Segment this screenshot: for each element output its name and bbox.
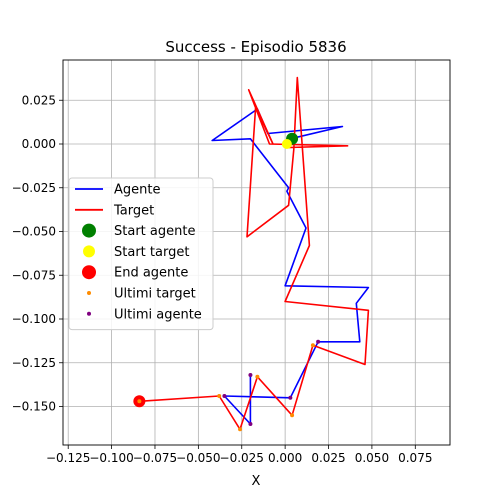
point-ultimi-target [238,427,243,432]
legend-swatch-ultimi-agente [87,311,91,316]
point-ultimi-agente [222,394,227,398]
point-ultimi-target [310,343,315,348]
legend-label-end-agente: End agente [114,266,188,281]
y-tick-label: −0.100 [12,312,56,326]
x-tick-label: 0.025 [311,451,345,465]
legend-label-start-target: Start target [114,245,189,260]
point-ultimi-agente [248,373,253,377]
chart-title: Success - Episodio 5836 [165,38,346,56]
legend-swatch-start-agente [82,223,96,238]
legend-box [68,177,214,331]
series-layer [133,76,370,432]
x-tick-label: 0.050 [355,451,389,465]
series-line-target [139,76,370,431]
x-tick-label: −0.100 [89,451,133,465]
point-ultimi-target [290,413,295,418]
y-tick-label: −0.150 [12,400,56,414]
plot-frame [62,59,451,446]
point-ultimi-agente [288,395,293,400]
legend: Agente Target Start agente Start target End … [68,177,214,331]
legend-swatch-end-agente [82,265,96,280]
legend-swatch-ultimi-target [87,291,91,295]
x-tick-label: 0.075 [398,451,432,465]
point-ultimi-target [217,394,222,398]
x-tick-label: −0.125 [46,451,90,465]
x-axis-label: X [252,474,261,489]
x-tick-label: −0.050 [176,451,220,465]
x-tick-label: −0.025 [220,451,264,465]
legend-label-start-agente: Start agente [114,224,195,239]
y-tick-label: −0.075 [12,268,56,282]
legend-swatch-start-target [83,245,95,258]
legend-label-ultimi-agente: Ultimi agente [114,307,202,322]
y-tick-label: −0.125 [12,356,56,370]
x-tick-label: −0.075 [133,451,177,465]
y-tick-label: −0.050 [12,225,56,239]
legend-label-target: Target [113,203,154,218]
grid [63,60,450,445]
x-tick-label: 0.000 [268,451,302,465]
point-start-target [281,139,292,149]
point-ultimi-agente [316,339,321,344]
x-axis-ticks: −0.125−0.100−0.075−0.050−0.025 0.000 0.025… [46,445,432,465]
y-tick-label: 0.000 [22,137,56,151]
y-axis-ticks: 0.025 0.000 −0.025 −0.050 −0.075 −0.100 −0.125… [12,93,63,414]
legend-label-agente: Agente [114,183,160,198]
legend-label-ultimi-target: Ultimi target [114,287,196,302]
y-tick-label: 0.025 [22,93,56,107]
point-ultimi-agente [248,422,253,426]
point-ultimi-target [255,374,260,379]
point-ultimi-target [137,399,142,404]
y-tick-label: −0.025 [12,181,56,195]
